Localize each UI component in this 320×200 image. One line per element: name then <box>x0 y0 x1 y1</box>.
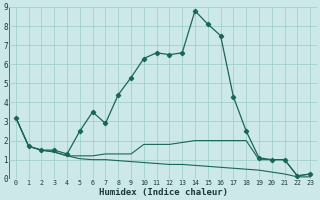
X-axis label: Humidex (Indice chaleur): Humidex (Indice chaleur) <box>99 188 228 197</box>
